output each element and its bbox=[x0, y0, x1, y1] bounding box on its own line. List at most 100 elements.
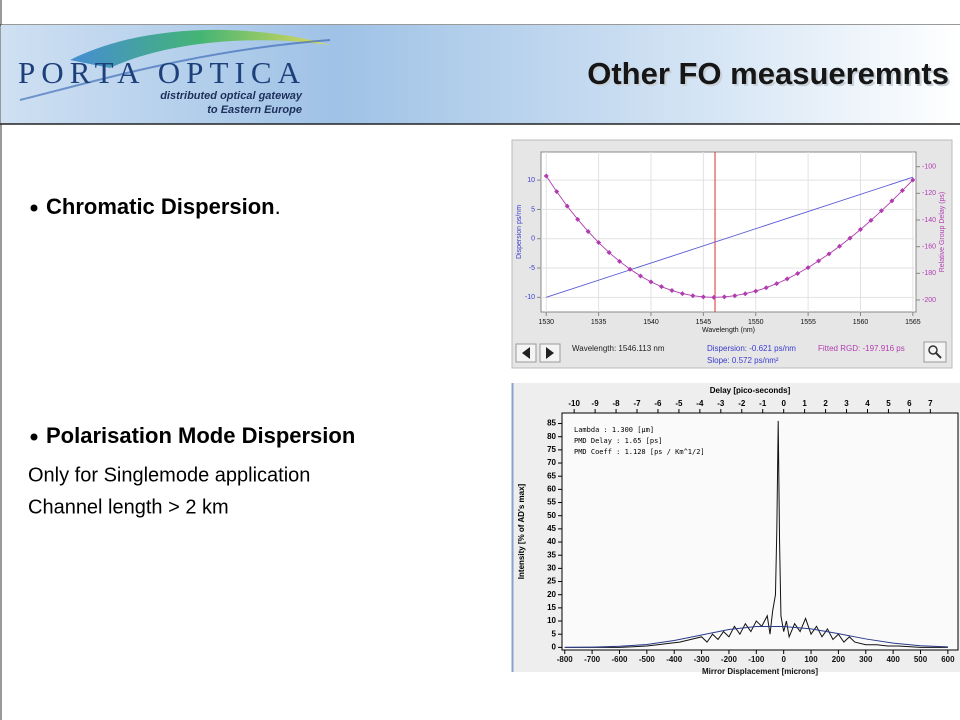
x-tick-label: 1565 bbox=[905, 319, 921, 326]
y2-tick-label: -100 bbox=[922, 164, 936, 171]
data-point bbox=[564, 203, 570, 209]
data-point bbox=[795, 270, 801, 276]
data-point bbox=[554, 189, 560, 195]
data-point bbox=[784, 276, 790, 282]
x-tick-label: 1545 bbox=[696, 319, 712, 326]
bullet-dot bbox=[30, 433, 38, 441]
x2-tick-label: -6 bbox=[654, 399, 662, 408]
x-tick-label: -300 bbox=[694, 655, 711, 664]
logo-tagline: distributed optical gateway bbox=[160, 90, 303, 102]
data-point bbox=[679, 291, 685, 297]
y-tick-label: 65 bbox=[547, 471, 556, 480]
x-tick-label: 0 bbox=[781, 655, 786, 664]
readout: Fitted RGD: -197.916 ps bbox=[818, 344, 905, 353]
data-point bbox=[816, 258, 822, 264]
nav-arrow bbox=[546, 347, 554, 359]
x-tick-label: 1550 bbox=[748, 319, 764, 326]
data-point bbox=[690, 293, 696, 299]
data-point bbox=[627, 266, 633, 272]
series-line bbox=[546, 176, 914, 298]
zoom-button[interactable] bbox=[923, 341, 947, 363]
logo-tagline: to Eastern Europe bbox=[207, 104, 302, 116]
data-point bbox=[721, 294, 727, 300]
readout: Slope: 0.572 ps/nm² bbox=[707, 356, 779, 365]
data-point bbox=[837, 243, 843, 249]
y-tick-label: 5 bbox=[552, 629, 557, 638]
x2-axis-label: Delay [pico-seconds] bbox=[710, 386, 791, 395]
slide-title: Other FO measueremnts bbox=[587, 56, 949, 91]
y2-tick-label: -140 bbox=[922, 217, 936, 224]
zoom-icon bbox=[935, 352, 942, 359]
x-tick-label: 600 bbox=[941, 655, 955, 664]
y-tick-label: 15 bbox=[547, 603, 556, 612]
data-point bbox=[543, 173, 549, 179]
annotation: Lambda : 1.300 [µm] bbox=[574, 426, 654, 434]
data-point bbox=[805, 265, 811, 271]
data-point bbox=[826, 251, 832, 257]
x2-tick-label: 0 bbox=[781, 399, 786, 408]
y2-tick-label: -160 bbox=[922, 244, 936, 251]
y-tick-label: 70 bbox=[547, 458, 556, 467]
logo-swirl bbox=[70, 29, 330, 68]
x2-tick-label: 5 bbox=[886, 399, 891, 408]
data-point bbox=[669, 288, 675, 294]
x2-tick-label: -5 bbox=[675, 399, 683, 408]
x2-tick-label: 4 bbox=[865, 399, 870, 408]
plot-area bbox=[540, 151, 917, 313]
bullet-tail: . bbox=[275, 194, 281, 219]
x2-tick-label: -8 bbox=[612, 399, 620, 408]
x2-tick-label: -9 bbox=[592, 399, 600, 408]
title-shadow: Other FO measueremnts bbox=[589, 58, 951, 93]
x-tick-label: 300 bbox=[859, 655, 873, 664]
x2-tick-label: -4 bbox=[696, 399, 704, 408]
bullet-heading: Chromatic Dispersion bbox=[46, 194, 275, 219]
y-tick-label: 55 bbox=[547, 498, 556, 507]
x2-tick-label: 3 bbox=[844, 399, 849, 408]
data-point bbox=[868, 217, 874, 223]
x-tick-label: -700 bbox=[584, 655, 601, 664]
annotation: PMD Coeff : 1.128 [ps / Km^1/2] bbox=[574, 448, 705, 456]
x-tick-label: 1535 bbox=[591, 319, 607, 326]
nav-arrow bbox=[522, 347, 530, 359]
x-tick-label: -500 bbox=[639, 655, 656, 664]
x-tick-label: -100 bbox=[748, 655, 765, 664]
data-point bbox=[648, 279, 654, 285]
y-tick-label: 80 bbox=[547, 432, 556, 441]
readout: Dispersion: -0.621 ps/nm bbox=[707, 344, 796, 353]
x2-tick-label: -2 bbox=[738, 399, 746, 408]
y2-tick-label: -200 bbox=[922, 297, 936, 304]
bullet-text: Chromatic Dispersion. bbox=[46, 194, 281, 219]
x2-tick-label: 1 bbox=[802, 399, 807, 408]
data-point bbox=[606, 250, 612, 256]
x2-tick-label: -3 bbox=[717, 399, 725, 408]
x-tick-label: -200 bbox=[721, 655, 738, 664]
data-point bbox=[889, 198, 895, 204]
data-point bbox=[910, 177, 916, 183]
x2-tick-label: 6 bbox=[907, 399, 912, 408]
data-point bbox=[711, 294, 717, 300]
x2-tick-label: -1 bbox=[759, 399, 767, 408]
y-tick-label: 20 bbox=[547, 590, 556, 599]
x-tick-label: 400 bbox=[886, 655, 900, 664]
bullet-heading: Polarisation Mode Dispersion bbox=[46, 423, 355, 448]
zoom-icon bbox=[928, 345, 938, 355]
data-point bbox=[899, 188, 905, 194]
y2-tick-label: -120 bbox=[922, 190, 936, 197]
x-tick-label: -400 bbox=[666, 655, 683, 664]
x2-tick-label: 7 bbox=[928, 399, 933, 408]
dispersion-chart: -10 -5 0 5 10 1530 1535 1540 1545 1550 1555 1560 156… bbox=[511, 139, 953, 369]
x-tick-label: 1560 bbox=[853, 319, 869, 326]
y-tick-label: 75 bbox=[547, 445, 556, 454]
logo-swirl bbox=[19, 39, 331, 101]
y-axis-label: Intensity [% of AD's max] bbox=[517, 483, 526, 579]
data-point bbox=[617, 258, 623, 264]
x-tick-label: -800 bbox=[557, 655, 574, 664]
x2-tick-label: -7 bbox=[633, 399, 641, 408]
x-axis-label: Wavelength (nm) bbox=[702, 327, 755, 334]
y-tick-label: 85 bbox=[547, 419, 556, 428]
y-tick-label: 30 bbox=[547, 563, 556, 572]
logo-text: PORTA OPTICA bbox=[18, 55, 301, 90]
data-point bbox=[763, 285, 769, 291]
data-point bbox=[638, 273, 644, 279]
